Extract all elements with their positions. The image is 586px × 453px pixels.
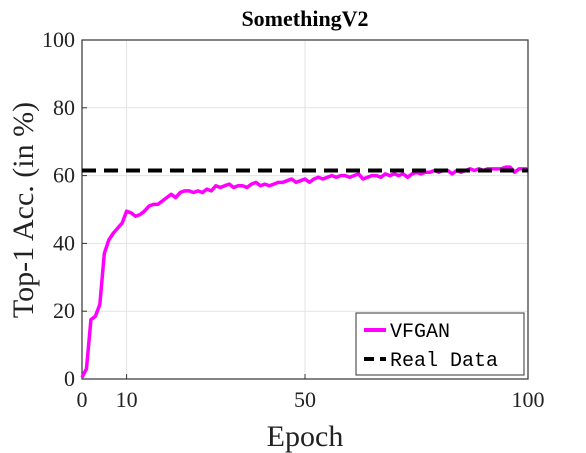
legend-label-real-data: Real Data <box>390 350 498 373</box>
x-axis-ticks: 0 10 50 100 <box>77 374 545 412</box>
y-axis-ticks: 0 20 40 60 80 100 <box>42 27 87 391</box>
x-tick-label: 50 <box>294 387 316 412</box>
y-tick-label: 100 <box>42 27 75 52</box>
x-tick-label: 0 <box>77 387 88 412</box>
x-tick-label: 10 <box>116 387 138 412</box>
legend-label-vfgan: VFGAN <box>390 321 450 344</box>
y-tick-label: 20 <box>53 298 75 323</box>
y-tick-label: 80 <box>53 95 75 120</box>
y-tick-label: 60 <box>53 163 75 188</box>
x-axis-label: Epoch <box>267 420 344 453</box>
chart-title: SomethingV2 <box>241 6 368 31</box>
series-group <box>80 165 528 379</box>
legend-box <box>355 312 525 376</box>
legend: VFGAN Real Data <box>355 312 525 376</box>
y-axis-label: Top-1 Acc. (in %) <box>7 102 40 318</box>
y-tick-label: 0 <box>64 366 75 391</box>
y-tick-label: 40 <box>53 230 75 255</box>
x-tick-label: 100 <box>512 387 545 412</box>
series-line-vfgan <box>80 165 528 379</box>
